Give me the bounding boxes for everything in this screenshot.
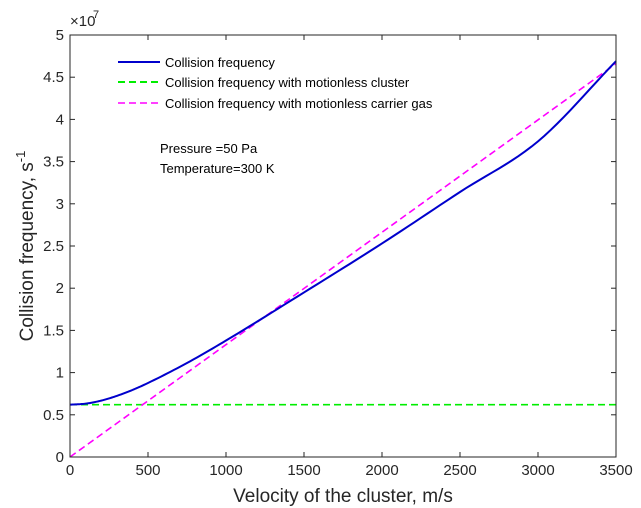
y-tick-label: 3 [56, 196, 64, 213]
x-tick-label: 1000 [209, 462, 242, 479]
y-tick-label: 1.5 [43, 322, 64, 339]
x-tick-label: 0 [66, 462, 74, 479]
y-tick-label: 4.5 [43, 69, 64, 86]
plot-area [70, 35, 616, 457]
y-axis-label: Collision frequency, s-1 [13, 151, 38, 342]
x-tick-label: 1500 [287, 462, 320, 479]
legend-label-collision-frequency: Collision frequency [165, 55, 275, 70]
x-tick-label: 3000 [521, 462, 554, 479]
y-multiplier-exponent: 7 [93, 9, 99, 21]
series-layer [69, 60, 617, 458]
y-multiplier: ×10 [70, 13, 95, 30]
y-tick-label: 5 [56, 27, 64, 44]
series-line-0 [69, 60, 617, 406]
y-axis-label-group: Collision frequency, s-1 [13, 151, 38, 342]
y-tick-label: 1 [56, 365, 64, 382]
x-tick-label: 500 [135, 462, 160, 479]
x-tick-label: 2500 [443, 462, 476, 479]
annotation-pressure: Pressure =50 Pa [160, 141, 258, 156]
y-axis-label-superscript: -1 [13, 151, 28, 163]
x-axis-label: Velocity of the cluster, m/s [233, 486, 453, 507]
series-line-2 [69, 63, 617, 458]
ticks-layer: 0 500 1000 1500 2000 2500 3000 3500 0 0.5 1 1.5 2 2.5… [43, 27, 633, 479]
legend: Collision frequency Collision frequency … [118, 55, 433, 111]
x-tick-label: 3500 [599, 462, 632, 479]
y-axis-label-main: Collision frequency, s [17, 162, 38, 341]
y-tick-label: 2 [56, 280, 64, 297]
y-tick-label: 3.5 [43, 154, 64, 171]
legend-label-motionless-carrier-gas: Collision frequency with motionless carr… [165, 96, 433, 111]
y-tick-label: 0 [56, 449, 64, 466]
legend-label-motionless-cluster: Collision frequency with motionless clus… [165, 75, 410, 90]
y-tick-label: 2.5 [43, 238, 64, 255]
x-tick-label: 2000 [365, 462, 398, 479]
y-tick-label: 4 [56, 111, 64, 128]
y-tick-label: 0.5 [43, 407, 64, 424]
annotation-temperature: Temperature=300 K [160, 161, 275, 176]
